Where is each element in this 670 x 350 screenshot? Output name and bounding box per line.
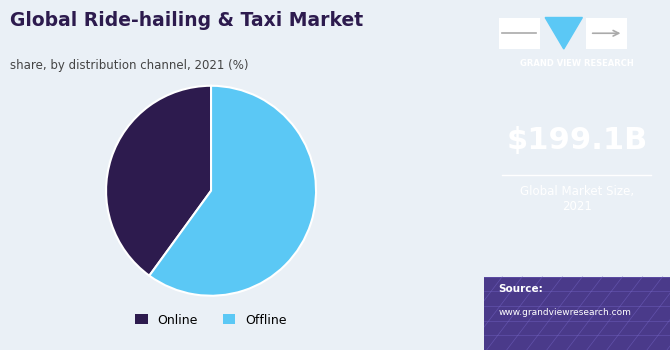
Legend: Online, Offline: Online, Offline [130,308,292,331]
Bar [498,18,539,49]
Text: www.grandviewresearch.com: www.grandviewresearch.com [498,308,632,317]
Bar [484,276,670,350]
Text: GRAND VIEW RESEARCH: GRAND VIEW RESEARCH [520,60,634,69]
Wedge shape [149,86,316,296]
Polygon shape [545,18,582,49]
Text: Source:: Source: [498,284,543,294]
Text: share, by distribution channel, 2021 (%): share, by distribution channel, 2021 (%) [9,60,248,72]
Bar [586,18,627,49]
Text: Global Ride-hailing & Taxi Market: Global Ride-hailing & Taxi Market [9,10,362,29]
Text: Global Market Size,
2021: Global Market Size, 2021 [520,186,634,214]
Text: $199.1B: $199.1B [506,126,647,154]
Wedge shape [106,86,211,276]
